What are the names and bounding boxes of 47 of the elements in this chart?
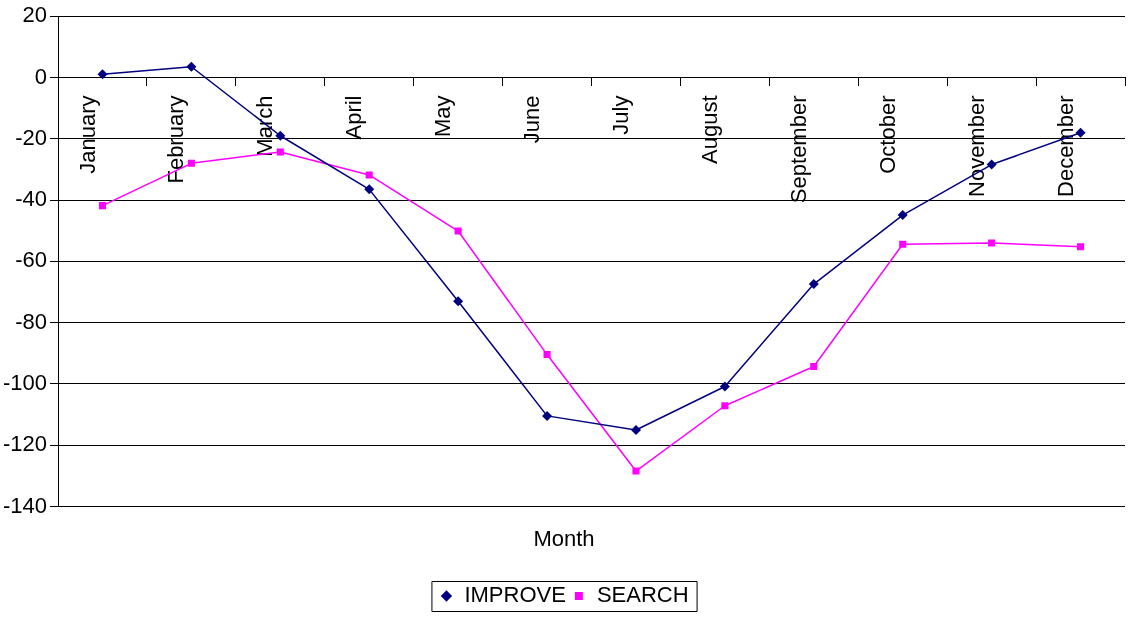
y-tick-label: -100	[2, 370, 48, 396]
point	[1077, 243, 1085, 251]
point	[543, 351, 551, 359]
x-tick-label: April	[341, 95, 367, 140]
x-tick-label: March	[252, 95, 278, 157]
y-tick-label: -20	[15, 124, 48, 150]
point	[721, 402, 729, 410]
x-tick-label: July	[608, 95, 634, 135]
x-tick-label: May	[430, 95, 456, 138]
x-tick-label: June	[519, 95, 545, 144]
point	[186, 61, 197, 72]
point	[810, 362, 818, 371]
x-tick-label: October	[874, 95, 900, 174]
x-tick-label: February	[163, 95, 189, 184]
point	[630, 424, 641, 435]
x-tick-label: September	[785, 95, 811, 204]
point	[453, 296, 464, 307]
point	[454, 227, 462, 235]
point	[986, 159, 997, 170]
point	[542, 410, 553, 421]
point	[632, 467, 640, 475]
point	[275, 130, 286, 141]
legend-label: IMPROVE	[464, 582, 566, 608]
point	[276, 148, 284, 156]
x-tick-label: August	[696, 95, 722, 164]
y-tick-label: -140	[2, 492, 48, 518]
point	[1075, 127, 1086, 138]
x-tick-label: December	[1052, 95, 1078, 197]
y-tick-label: -60	[15, 247, 48, 273]
y-tick-label: 20	[22, 2, 48, 28]
point	[897, 210, 908, 221]
point	[97, 69, 108, 80]
y-tick-label: -120	[2, 431, 48, 457]
point	[719, 381, 730, 392]
legend-label: SEARCH	[596, 582, 689, 608]
x-tick-label: November	[963, 95, 989, 197]
point	[365, 171, 373, 179]
point	[98, 202, 107, 210]
y-tick-label: 0	[34, 63, 48, 89]
point	[808, 279, 819, 290]
x-tick-label: January	[74, 95, 100, 174]
y-tick-label: -80	[15, 308, 48, 334]
point	[988, 239, 996, 247]
y-tick-label: -40	[15, 186, 48, 212]
x-axis-title: Month	[533, 525, 595, 551]
point	[364, 184, 375, 195]
point	[899, 240, 907, 248]
